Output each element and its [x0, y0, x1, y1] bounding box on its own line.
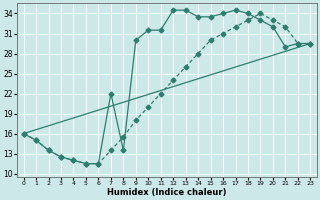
X-axis label: Humidex (Indice chaleur): Humidex (Indice chaleur) — [107, 188, 227, 197]
